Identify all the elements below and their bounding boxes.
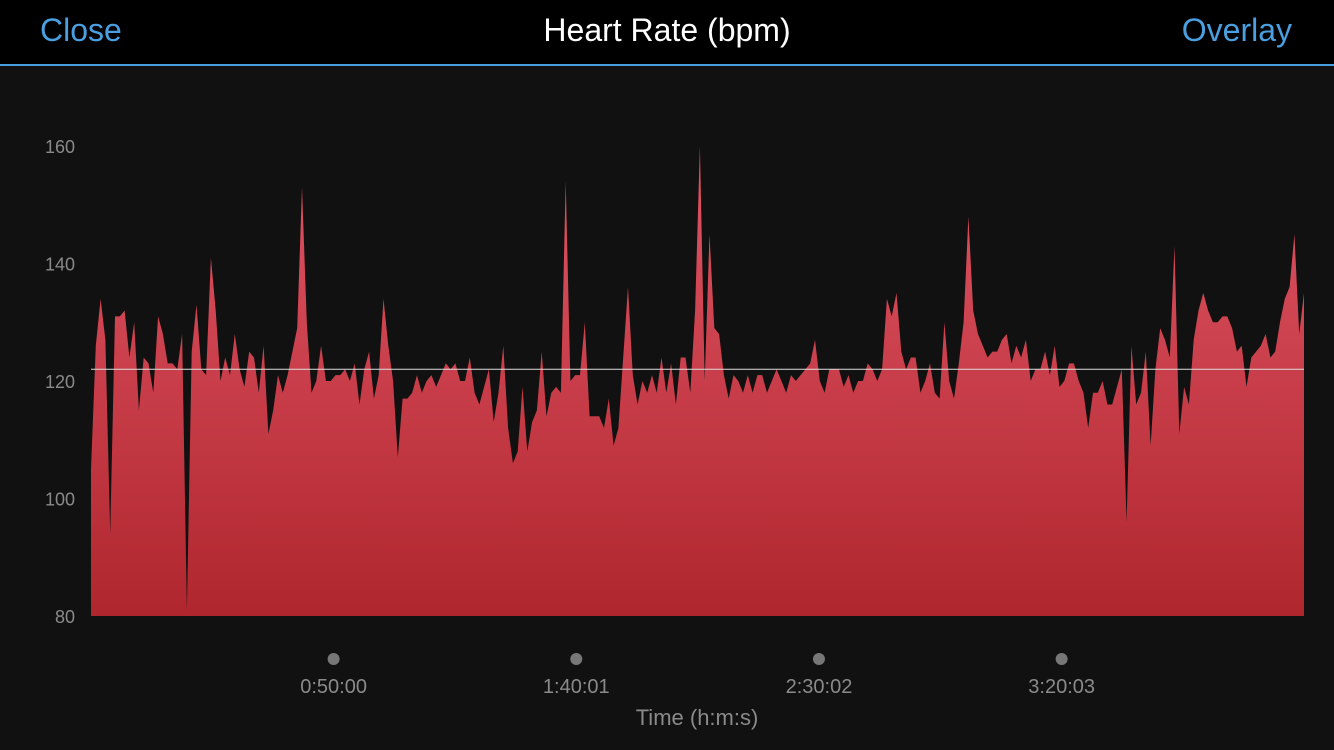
x-tick-label: 3:20:03 (1028, 676, 1095, 698)
x-tick-marker[interactable] (812, 653, 825, 665)
page-title: Heart Rate (bpm) (543, 12, 791, 48)
x-tick-marker[interactable] (570, 653, 583, 665)
x-tick-marker[interactable] (327, 653, 340, 665)
x-tick-label: 2:30:02 (786, 676, 853, 698)
heart-rate-area (91, 146, 1304, 616)
overlay-button[interactable]: Overlay (1181, 12, 1292, 48)
close-button[interactable]: Close (40, 12, 122, 48)
x-tick-marker[interactable] (1055, 653, 1068, 665)
navigation-bar: Close Heart Rate (bpm) Overlay (0, 0, 1334, 66)
y-axis: 80 100 120 140 160 (45, 137, 75, 627)
y-tick-label: 80 (55, 607, 75, 627)
x-tick-label: 1:40:01 (543, 676, 610, 698)
heart-rate-chart: 80 100 120 140 160 0:50:00 1:40:01 2:30:02 3:20… (45, 137, 1304, 730)
x-axis[interactable]: 0:50:00 1:40:01 2:30:02 3:20:03 (300, 653, 1095, 698)
y-tick-label: 160 (45, 137, 75, 157)
y-tick-label: 100 (45, 490, 75, 510)
y-tick-label: 140 (45, 255, 75, 275)
y-tick-label: 120 (45, 372, 75, 392)
x-axis-label: Time (h:m:s) (636, 705, 759, 730)
x-tick-label: 0:50:00 (300, 676, 367, 698)
